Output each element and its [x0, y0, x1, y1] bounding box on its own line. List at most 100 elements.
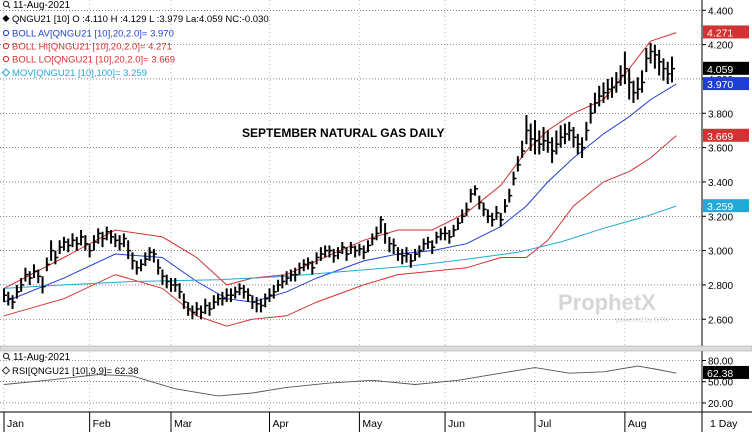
price-bar	[542, 127, 547, 152]
rsi-line: 62.38	[3, 365, 749, 397]
price-bar	[375, 226, 380, 241]
price-bar	[62, 236, 67, 251]
price-bar	[525, 115, 530, 145]
price-bar	[662, 58, 667, 81]
price-bar	[328, 245, 333, 258]
price-bar	[499, 212, 504, 227]
price-bar	[486, 209, 491, 224]
price-bar	[606, 78, 611, 100]
price-bar	[178, 283, 183, 299]
price-bar	[576, 133, 581, 155]
price-bar	[92, 235, 97, 251]
price-bar	[234, 286, 239, 299]
month-label: Apr	[272, 418, 289, 430]
price-bar	[298, 262, 303, 275]
legend-boll-hi: BOLL HI[QNGU21 [10],20,2.0]= 4.271	[2, 42, 172, 53]
price-bar	[469, 188, 474, 203]
price-bar	[204, 298, 209, 315]
price-bar	[649, 42, 654, 64]
rsi-tick-label: 80.00	[708, 356, 733, 367]
search-icon[interactable]	[2, 0, 10, 8]
price-bar	[294, 267, 299, 282]
price-bar	[392, 238, 397, 255]
price-tick-label: 3.400	[708, 178, 733, 189]
price-bar	[140, 259, 145, 272]
rsi-axis[interactable]: 80.00 50.00 20.00	[702, 356, 733, 410]
price-bar	[371, 233, 376, 246]
price-bar	[568, 121, 573, 141]
price-bar	[20, 278, 25, 292]
header-date: 11-Aug-2021	[13, 0, 71, 11]
circle-icon	[2, 42, 10, 50]
price-bar	[255, 296, 260, 313]
legend-mov-text: MOV[QNGU21 [10],100]= 3.259	[12, 68, 147, 79]
price-bar	[593, 92, 598, 114]
price-bar	[199, 305, 204, 320]
month-label: Jun	[448, 418, 465, 430]
price-bar	[521, 140, 526, 158]
price-bar	[247, 288, 252, 303]
price-bar	[551, 137, 556, 164]
boll_hi-line	[3, 32, 677, 289]
price-bar	[28, 271, 33, 285]
price-bar	[465, 202, 470, 217]
price-bar	[114, 233, 119, 248]
legend-mov: MOV[QNGU21 [10],100]= 3.259	[1, 68, 147, 79]
price-bar	[529, 123, 534, 152]
price-bar	[302, 259, 307, 272]
legend-boll-lo-text: BOLL LO[QNGU21 [10],20,2.0]= 3.669	[12, 55, 175, 66]
price-bar	[504, 199, 508, 213]
watermark-brand: ProphetX	[558, 290, 656, 315]
price-bar	[251, 295, 256, 309]
price-bar	[7, 291, 12, 306]
price-bar	[538, 130, 543, 155]
price-bar	[15, 284, 20, 299]
price-bar	[516, 156, 521, 172]
price-bars	[3, 42, 675, 320]
legend-boll-av: BOLL AV[QNGU21 [10],20,2.0]= 3.970	[2, 29, 174, 40]
price-bar	[482, 202, 487, 217]
price-bar	[105, 226, 110, 241]
period-label[interactable]: 1 Day	[710, 418, 738, 430]
current-label-text: 4.271	[707, 27, 733, 39]
time-axis[interactable]: Jan Feb Mar Apr May Jun Jul Aug 1 Day	[0, 411, 752, 432]
price-bar	[157, 259, 162, 275]
price-bar	[589, 102, 594, 124]
search-icon-handle	[7, 5, 11, 9]
price-bar	[289, 269, 294, 282]
price-bar	[67, 238, 72, 253]
legend-quote: QNGU21 [10] O :4.110 H :4.129 L :3.979 L…	[2, 14, 269, 25]
price-bar	[182, 293, 187, 309]
price-bar	[152, 248, 157, 263]
price-bar	[37, 269, 42, 284]
price-bar	[50, 240, 55, 261]
panel-divider[interactable]	[0, 345, 752, 352]
price-bar	[307, 257, 312, 270]
rsi-current-bg	[703, 365, 749, 379]
price-bar	[563, 123, 568, 145]
price-bar	[268, 288, 273, 303]
price-bar	[461, 209, 466, 224]
price-bar	[324, 245, 329, 258]
price-tick-label: 3.600	[708, 144, 733, 155]
current-label-text: 3.259	[707, 201, 733, 213]
price-bar	[384, 223, 389, 244]
search-icon[interactable]	[2, 352, 10, 360]
price-bar	[439, 228, 444, 241]
price-bar	[170, 278, 174, 292]
price-bar	[628, 68, 633, 100]
price-bar	[585, 121, 590, 141]
price-bar	[388, 236, 393, 253]
price-bar	[277, 279, 282, 292]
price-bar	[315, 252, 320, 265]
price-bar	[452, 224, 457, 237]
price-bar	[409, 254, 414, 268]
month-label: May	[362, 418, 383, 430]
quote-text: QNGU21 [10] O :4.110 H :4.129 L :3.979 L…	[12, 14, 269, 25]
price-bar	[508, 188, 513, 203]
circle-icon	[2, 55, 10, 63]
price-bar	[405, 247, 410, 263]
price-bar	[366, 240, 371, 253]
rsi-current-label: 62.38	[707, 368, 733, 380]
